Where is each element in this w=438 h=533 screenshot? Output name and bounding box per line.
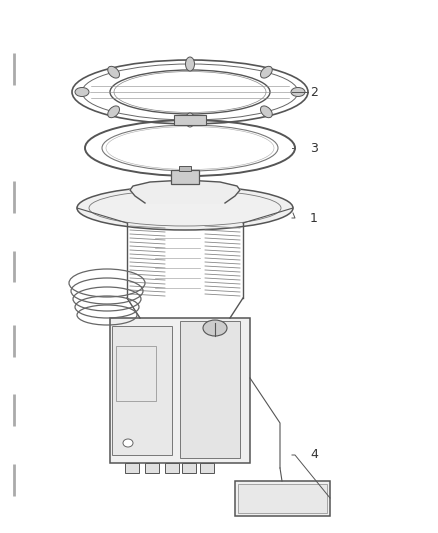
Text: 2: 2 <box>310 85 318 99</box>
Bar <box>174 115 206 125</box>
Bar <box>180 321 240 458</box>
Bar <box>125 463 139 473</box>
Bar <box>165 463 179 473</box>
Text: 4: 4 <box>310 448 318 462</box>
Ellipse shape <box>186 113 194 127</box>
Bar <box>171 170 199 184</box>
Bar <box>116 346 156 401</box>
Bar <box>238 484 327 513</box>
Ellipse shape <box>85 120 295 176</box>
Ellipse shape <box>123 439 133 447</box>
Ellipse shape <box>108 66 120 78</box>
Ellipse shape <box>261 106 272 118</box>
Bar <box>200 463 214 473</box>
Ellipse shape <box>108 106 120 118</box>
Ellipse shape <box>291 87 305 96</box>
Bar <box>145 463 159 473</box>
Text: 1: 1 <box>310 212 318 224</box>
Polygon shape <box>130 180 240 203</box>
Bar <box>112 326 172 455</box>
Ellipse shape <box>77 186 293 230</box>
Ellipse shape <box>102 125 278 171</box>
Ellipse shape <box>203 320 227 336</box>
Ellipse shape <box>75 87 89 96</box>
Bar <box>110 318 250 463</box>
Ellipse shape <box>110 70 270 114</box>
Bar <box>235 481 330 516</box>
Ellipse shape <box>72 60 308 124</box>
Ellipse shape <box>186 57 194 71</box>
Ellipse shape <box>261 66 272 78</box>
Text: 3: 3 <box>310 141 318 155</box>
Bar <box>182 463 196 473</box>
Bar <box>179 166 191 171</box>
